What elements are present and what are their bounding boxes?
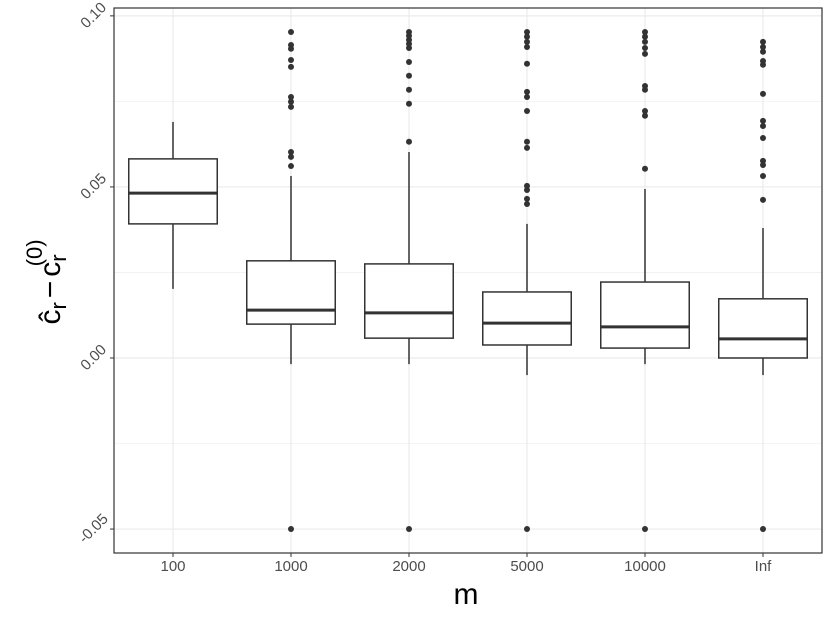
outlier <box>524 138 530 145</box>
box <box>364 263 454 339</box>
outlier <box>760 61 766 68</box>
outlier <box>642 112 648 119</box>
outlier <box>406 40 412 47</box>
x-tick-label: 100 <box>160 558 185 575</box>
outlier <box>760 38 766 45</box>
y-title-part: r <box>46 254 71 261</box>
outlier <box>406 138 412 145</box>
outlier <box>288 45 294 52</box>
panel-border <box>113 7 823 554</box>
outlier <box>524 93 530 100</box>
outlier <box>288 63 294 70</box>
outlier <box>524 201 530 208</box>
x-tick-label: 10000 <box>624 558 666 575</box>
x-tick-label: 5000 <box>510 558 543 575</box>
y-title-part: c <box>34 262 67 277</box>
x-tick-label: 1000 <box>274 558 307 575</box>
outlier <box>760 196 766 203</box>
outlier <box>642 165 648 172</box>
outlier <box>642 526 648 533</box>
outlier <box>524 195 530 202</box>
outlier <box>642 50 648 57</box>
outlier <box>524 60 530 67</box>
outlier <box>760 44 766 51</box>
outlier <box>760 117 766 124</box>
x-tick-label: 2000 <box>392 558 425 575</box>
outlier <box>406 59 412 66</box>
outlier <box>524 33 530 40</box>
outlier <box>288 526 294 533</box>
x-axis-title: m <box>454 578 479 611</box>
outlier <box>406 100 412 107</box>
outlier <box>288 103 294 110</box>
outlier <box>406 72 412 79</box>
outlier <box>288 163 294 170</box>
outlier <box>406 526 412 533</box>
outlier <box>288 93 294 100</box>
outlier <box>760 526 766 533</box>
outlier <box>524 182 530 189</box>
outlier <box>760 90 766 97</box>
outlier <box>288 57 294 64</box>
outlier <box>288 149 294 156</box>
outlier <box>524 28 530 35</box>
outlier <box>524 107 530 114</box>
y-axis-title: ĉr−cr(0) <box>22 239 71 324</box>
outlier <box>760 162 766 169</box>
outlier <box>760 123 766 130</box>
outlier <box>760 48 766 55</box>
box <box>600 281 690 349</box>
y-title-part: r <box>46 302 71 309</box>
outlier <box>406 36 412 43</box>
outlier <box>760 135 766 142</box>
x-tick-label: Inf <box>755 558 773 575</box>
y-title-part: − <box>34 281 67 299</box>
box <box>482 291 572 346</box>
box <box>246 260 336 325</box>
outlier <box>406 86 412 93</box>
outlier <box>288 28 294 35</box>
outlier <box>642 107 648 114</box>
outlier <box>642 33 648 40</box>
outlier <box>406 32 412 39</box>
y-title-part: ĉ <box>34 310 67 325</box>
outlier <box>642 38 648 45</box>
outlier <box>760 172 766 179</box>
outlier <box>524 526 530 533</box>
outlier <box>642 86 648 93</box>
y-title-part: (0) <box>22 239 47 266</box>
outlier <box>288 98 294 105</box>
outlier <box>524 44 530 51</box>
outlier <box>406 45 412 52</box>
outlier <box>524 144 530 151</box>
outlier <box>524 88 530 95</box>
box <box>718 298 808 359</box>
outlier <box>760 157 766 164</box>
outlier <box>524 187 530 194</box>
box <box>128 158 218 225</box>
outlier <box>524 38 530 45</box>
outlier <box>288 153 294 160</box>
outlier <box>642 45 648 52</box>
outlier <box>642 28 648 35</box>
